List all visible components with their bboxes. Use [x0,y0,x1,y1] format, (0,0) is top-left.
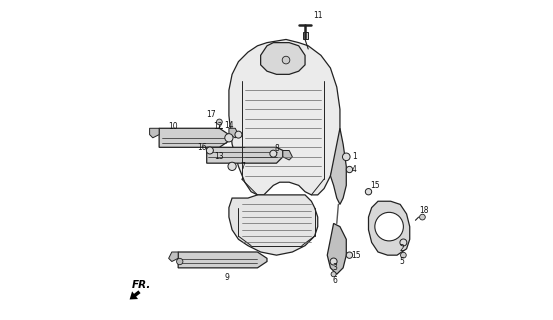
Circle shape [176,258,183,265]
Text: 16: 16 [197,143,207,152]
Text: 9: 9 [225,273,229,282]
Polygon shape [159,128,229,147]
Text: 2: 2 [399,244,404,253]
Polygon shape [331,128,346,204]
Circle shape [366,188,372,195]
Polygon shape [178,252,267,268]
Polygon shape [169,252,178,261]
Circle shape [217,119,222,125]
Text: 12: 12 [213,122,223,131]
Text: 13: 13 [215,152,224,161]
Text: 1: 1 [352,152,357,161]
Circle shape [375,212,403,241]
Text: 3: 3 [333,263,338,272]
FancyArrowPatch shape [129,290,140,300]
Circle shape [225,134,233,142]
Text: 5: 5 [399,257,404,266]
Circle shape [228,162,236,171]
Circle shape [282,56,290,64]
Text: 7: 7 [241,162,246,171]
Text: 14: 14 [224,121,234,130]
Polygon shape [327,223,346,274]
Polygon shape [207,147,283,163]
Text: 15: 15 [351,251,361,260]
Circle shape [270,150,277,157]
Polygon shape [302,32,307,39]
Circle shape [330,258,337,265]
Polygon shape [229,195,318,255]
Polygon shape [150,128,159,138]
Circle shape [235,131,242,138]
Polygon shape [260,43,305,74]
Text: FR.: FR. [132,280,152,290]
Text: 18: 18 [419,206,429,215]
Circle shape [400,239,407,246]
Text: 6: 6 [333,276,338,285]
Circle shape [206,147,213,154]
Text: 17: 17 [207,109,216,118]
Text: 4: 4 [352,165,357,174]
Circle shape [400,252,406,258]
Circle shape [331,272,336,277]
Text: 10: 10 [169,122,178,131]
Polygon shape [229,39,340,195]
Text: 8: 8 [275,144,279,153]
Circle shape [346,252,353,258]
Polygon shape [283,150,293,160]
Polygon shape [368,201,410,255]
Circle shape [420,214,425,220]
Text: 15: 15 [370,181,380,190]
Polygon shape [229,128,238,138]
Circle shape [342,153,350,161]
Circle shape [346,166,353,173]
Text: 11: 11 [313,11,322,20]
